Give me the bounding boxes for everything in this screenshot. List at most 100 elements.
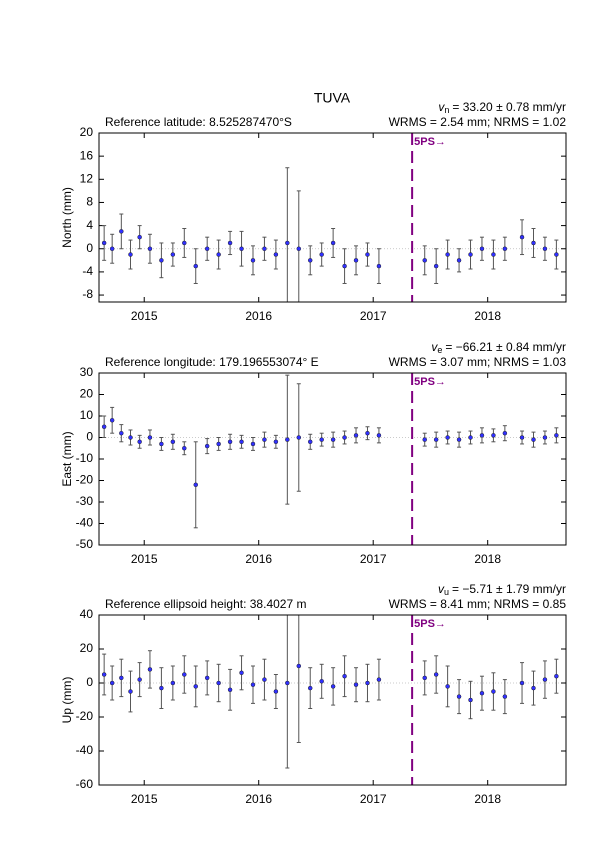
data-point (542, 246, 548, 252)
data-point (204, 246, 210, 252)
x-tick-label: 2018 (474, 792, 501, 806)
data-point (554, 673, 559, 679)
data-point (342, 673, 347, 679)
data-point (433, 263, 439, 269)
data-point (491, 689, 496, 694)
panel: TUVA Reference latitude: 8.525287470°S WRM… (60, 90, 567, 323)
velocity-text: = −5.71 ± 1.79 mm/yr (452, 582, 566, 596)
stats-label: WRMS = 2.54 mm; NRMS = 1.02 (389, 115, 567, 129)
data-point (137, 439, 142, 445)
y-tick-label: -10 (76, 451, 94, 465)
plot-frame (98, 372, 567, 546)
stats-label: WRMS = 8.41 mm; NRMS = 0.85 (389, 597, 567, 611)
data-point (239, 439, 244, 445)
data-point (182, 240, 187, 246)
data-point (479, 433, 485, 438)
x-tick-label: 2016 (245, 309, 272, 323)
data-point (319, 679, 324, 684)
data-point (109, 246, 115, 252)
data-point (554, 433, 559, 438)
data-point (159, 685, 164, 691)
x-tick-label: 2016 (245, 792, 272, 806)
data-point (519, 234, 525, 240)
velocity-label: vn = 33.20 ± 0.78 mm/yr (438, 100, 566, 115)
data-point (147, 667, 153, 672)
y-tick-label: 0 (86, 241, 93, 255)
data-point (128, 435, 133, 440)
data-point (239, 670, 244, 676)
data-point (491, 433, 496, 438)
y-tick-label: -4 (82, 264, 93, 278)
y-tick-label: -40 (76, 743, 94, 757)
y-tick-label: 12 (80, 171, 94, 185)
data-point (468, 252, 473, 257)
velocity-subscript: u (444, 587, 449, 597)
data-point (170, 252, 176, 257)
data-point (319, 252, 324, 257)
data-point (531, 685, 536, 691)
data-point (204, 675, 210, 681)
data-point (456, 258, 462, 263)
x-tick-label: 2015 (131, 309, 158, 323)
y-tick-label: 0 (86, 430, 93, 444)
data-point (147, 246, 153, 252)
data-point (204, 443, 210, 449)
data-point (273, 252, 279, 257)
points (101, 615, 559, 769)
data-point (262, 677, 267, 682)
data-point (285, 240, 290, 246)
data-point (262, 246, 267, 252)
data-point (519, 435, 525, 440)
data-point (170, 439, 176, 445)
data-point (353, 258, 359, 263)
y-tick-label: -60 (76, 777, 94, 791)
data-point (456, 694, 462, 699)
data-point (109, 680, 115, 686)
velocity-text: = −66.21 ± 0.84 mm/yr (445, 340, 566, 354)
data-point (491, 252, 496, 257)
data-point (159, 258, 164, 263)
data-point (307, 685, 313, 691)
y-tick-label: -20 (76, 473, 94, 487)
data-point (193, 263, 198, 269)
data-point (445, 435, 450, 440)
data-point (273, 439, 279, 445)
data-point (296, 663, 302, 669)
velocity-label: ve = −66.21 ± 0.84 mm/yr (431, 340, 566, 355)
data-point (554, 252, 559, 257)
data-point (531, 240, 536, 246)
x-tick-label: 2017 (360, 792, 387, 806)
data-point (119, 229, 124, 234)
data-point (542, 677, 548, 682)
data-point (159, 441, 164, 447)
y-tick-label: 10 (80, 408, 94, 422)
data-point (445, 252, 450, 257)
data-point (182, 446, 187, 451)
data-point (227, 687, 233, 693)
data-point (147, 435, 153, 440)
data-point (330, 684, 336, 689)
event-label: 5PS→ (414, 618, 446, 630)
data-point (433, 672, 439, 677)
data-point (296, 435, 302, 440)
y-tick-label: 0 (86, 675, 93, 689)
data-point (307, 258, 313, 263)
y-axis-label: North (mm) (60, 187, 74, 248)
data-point (216, 252, 221, 257)
data-point (101, 424, 107, 429)
x-tick-label: 2017 (360, 309, 387, 323)
data-point (227, 240, 233, 246)
x-tick-label: 2015 (131, 552, 158, 566)
y-tick-label: 4 (86, 218, 93, 232)
x-tick-label: 2016 (245, 552, 272, 566)
y-tick-label: 16 (80, 148, 94, 162)
plot-frame (98, 132, 567, 303)
velocity-subscript: n (444, 105, 449, 115)
data-point (296, 246, 302, 252)
data-point (365, 252, 370, 257)
data-point (216, 680, 221, 686)
panel: Reference ellipsoid height: 38.4027 m WRM… (60, 582, 567, 806)
data-point (542, 435, 548, 440)
event-label: 5PS→ (414, 376, 446, 388)
